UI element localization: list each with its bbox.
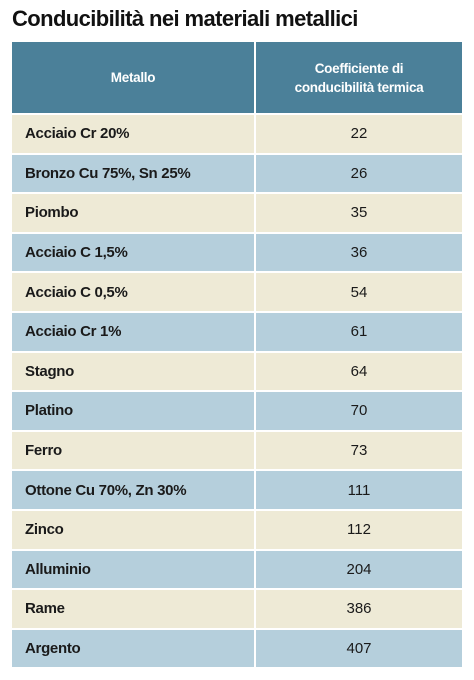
metal-name: Argento [12, 629, 254, 668]
table-row: Platino 70 [12, 392, 462, 430]
table-row: Acciaio Cr 20% 22 [12, 115, 462, 153]
conductivity-value: 64 [256, 352, 462, 391]
table-row: Ottone Cu 70%, Zn 30% 111 [12, 471, 462, 509]
conductivity-value: 26 [256, 154, 462, 193]
metal-name: Alluminio [12, 550, 254, 589]
metal-name: Platino [12, 392, 254, 430]
metal-name: Rame [12, 590, 254, 628]
conductivity-value: 73 [256, 431, 462, 470]
conductivity-value: 61 [256, 312, 462, 351]
header-row: Metallo Coefficiente di conducibilità te… [12, 42, 462, 113]
table-row: Acciaio Cr 1% 61 [12, 312, 462, 351]
table-row: Acciaio C 0,5% 54 [12, 273, 462, 311]
table-row: Stagno 64 [12, 352, 462, 391]
table-row: Alluminio 204 [12, 550, 462, 589]
header-cell: Coefficiente di conducibilità termica [256, 42, 462, 113]
conductivity-value: 407 [256, 629, 462, 668]
header-text: Coefficiente di conducibilità termica [294, 60, 424, 95]
header-text: Metallo [110, 70, 156, 85]
metal-name: Acciaio Cr 20% [12, 115, 254, 153]
metal-name: Stagno [12, 352, 254, 391]
metal-name: Acciaio C 1,5% [12, 233, 254, 272]
header-cell: Metallo [12, 42, 254, 113]
conductivity-value: 111 [256, 471, 462, 509]
metal-name: Bronzo Cu 75%, Sn 25% [12, 154, 254, 193]
conductivity-value: 54 [256, 273, 462, 311]
metal-name: Ottone Cu 70%, Zn 30% [12, 471, 254, 509]
table-row: Argento 407 [12, 629, 462, 668]
metal-name: Acciaio C 0,5% [12, 273, 254, 311]
metal-name: Zinco [12, 510, 254, 549]
conductivity-value: 70 [256, 392, 462, 430]
conductivity-value: 386 [256, 590, 462, 628]
metal-name: Ferro [12, 431, 254, 470]
table-row: Bronzo Cu 75%, Sn 25% 26 [12, 154, 462, 193]
conductivity-value: 36 [256, 233, 462, 272]
conductivity-table: Metallo Coefficiente di conducibilità te… [10, 40, 464, 669]
conductivity-value: 22 [256, 115, 462, 153]
table-header: Metallo Coefficiente di conducibilità te… [12, 42, 462, 113]
conductivity-value: 35 [256, 194, 462, 232]
table-row: Zinco 112 [12, 510, 462, 549]
table-body: Acciaio Cr 20% 22 Bronzo Cu 75%, Sn 25% 26 P… [12, 115, 462, 668]
table-row: Piombo 35 [12, 194, 462, 232]
table-row: Rame 386 [12, 590, 462, 628]
table-row: Acciaio C 1,5% 36 [12, 233, 462, 272]
title: Conducibilità nei materiali metallici [12, 6, 358, 31]
conductivity-value: 204 [256, 550, 462, 589]
metal-name: Acciaio Cr 1% [12, 312, 254, 351]
table-row: Ferro 73 [12, 431, 462, 470]
conductivity-value: 112 [256, 510, 462, 549]
metal-name: Piombo [12, 194, 254, 232]
